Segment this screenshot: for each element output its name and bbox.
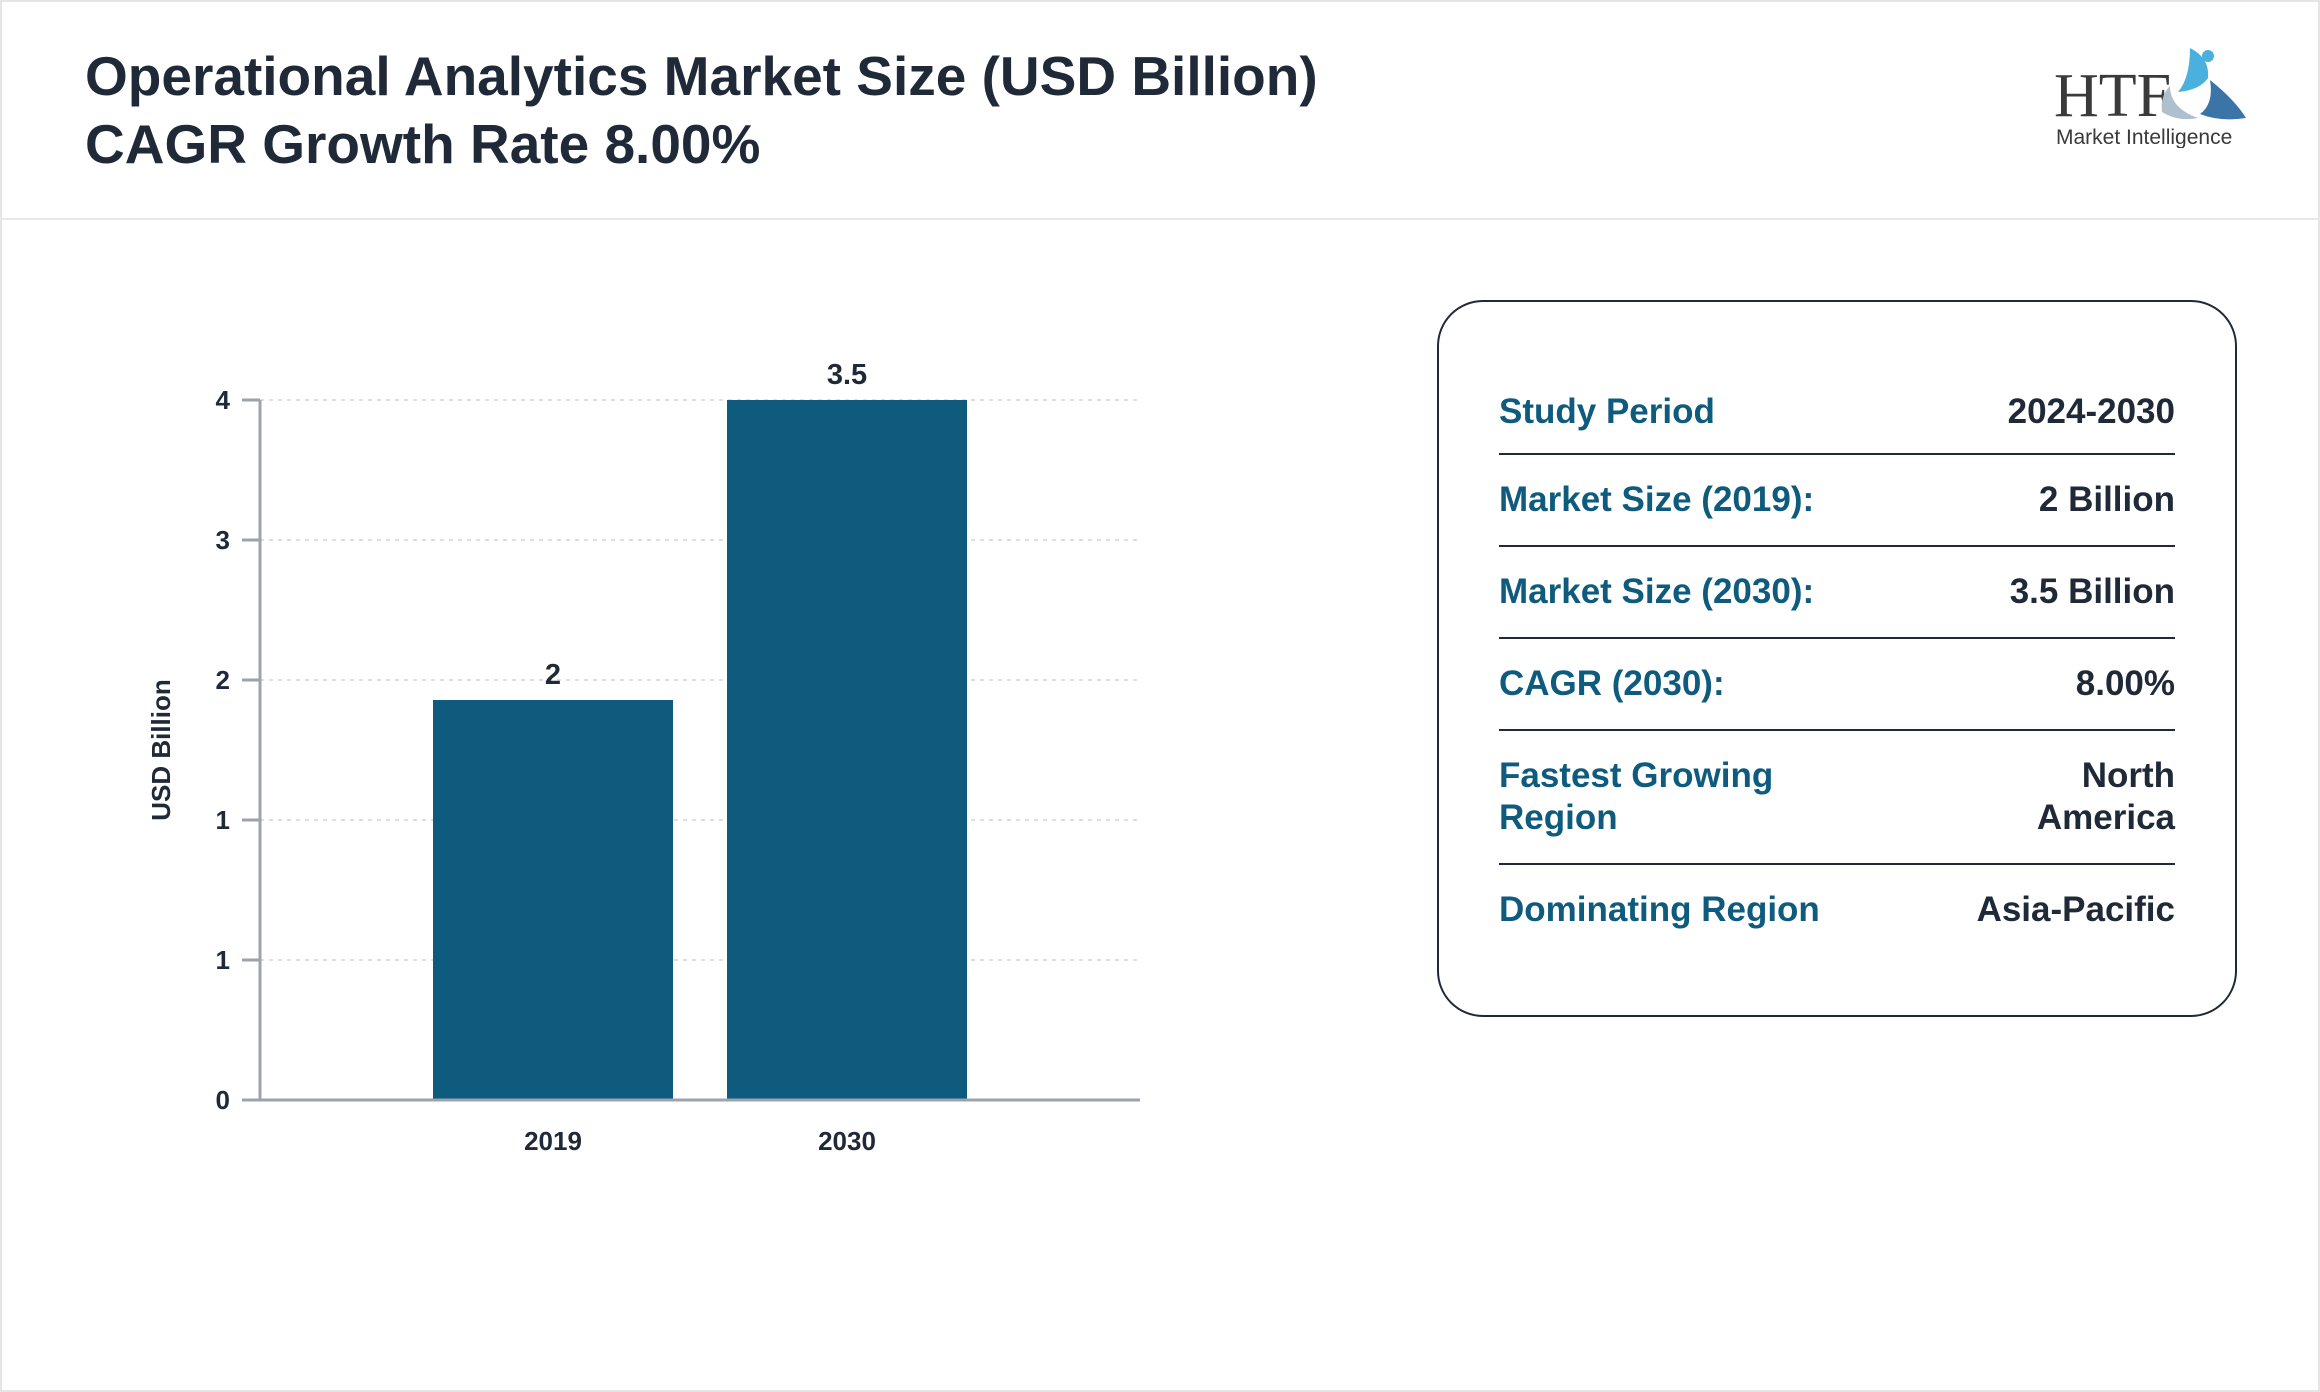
x-tick-label: 2019 (524, 1126, 582, 1156)
y-tick-label: 2 (216, 665, 230, 695)
header: Operational Analytics Market Size (USD B… (0, 0, 2320, 220)
data-label: 2 (545, 659, 561, 691)
row-label: Market Size (2030): (1499, 572, 1815, 611)
row-label: Dominating Region (1499, 890, 1820, 929)
htf-logo: HTF Market Intelligence (2054, 48, 2246, 148)
page-title: Operational Analytics Market Size (USD B… (85, 42, 1318, 178)
row-value: 2024-2030 (2007, 391, 2175, 431)
title-line-2: CAGR Growth Rate 8.00% (85, 113, 761, 175)
row-label: Study Period (1499, 391, 1715, 431)
y-tick-label: 3 (216, 525, 230, 555)
y-axis-title: USD Billion (146, 679, 176, 821)
row-label: CAGR (2030): (1499, 664, 1725, 703)
row-value: Asia-Pacific (1976, 890, 2175, 929)
y-tick-label: 1 (216, 805, 230, 835)
y-tick-label: 1 (216, 945, 230, 975)
row-value: North America (2036, 756, 2175, 837)
row-label: Market Size (2019): (1499, 480, 1815, 519)
x-tick-label: 2030 (818, 1126, 876, 1156)
row-fastest-growing-region: Fastest Growing Region North America (1499, 731, 2175, 865)
row-dominating-region: Dominating Region Asia-Pacific (1499, 865, 2175, 955)
bar-2019 (433, 700, 673, 1100)
y-tick-label: 4 (216, 385, 231, 415)
row-value: 3.5 Billion (2009, 572, 2175, 611)
summary-panel: Study Period 2024-2030 Market Size (2019… (1437, 300, 2237, 1017)
svg-text:HTF: HTF (2054, 62, 2171, 130)
bar-chart: 0 1 1 2 3 4 2 2019 3.5 2030 USD Billion (146, 359, 1140, 1156)
y-tick-label: 0 (216, 1085, 230, 1115)
row-value: 2 Billion (2038, 480, 2175, 519)
row-label: Fastest Growing Region (1499, 756, 1774, 837)
row-study-period: Study Period 2024-2030 (1499, 370, 2175, 455)
row-cagr: CAGR (2030): 8.00% (1499, 639, 2175, 731)
svg-text:Market Intelligence: Market Intelligence (2056, 126, 2232, 148)
row-market-size-2030: Market Size (2030): 3.5 Billion (1499, 547, 2175, 639)
data-label: 3.5 (827, 359, 867, 391)
row-value: 8.00% (2075, 664, 2175, 703)
row-market-size-2019: Market Size (2019): 2 Billion (1499, 455, 2175, 547)
bar-2030 (727, 400, 967, 1100)
title-line-1: Operational Analytics Market Size (USD B… (85, 45, 1318, 107)
